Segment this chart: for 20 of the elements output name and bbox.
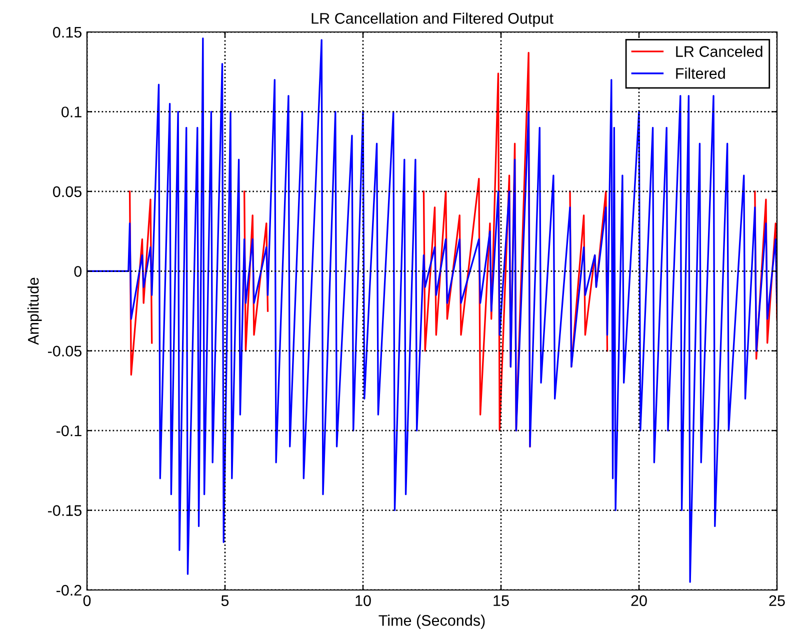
x-axis-title: Time (Seconds): [378, 614, 485, 629]
y-tick-label: 0: [74, 266, 82, 277]
y-tick-label: 0.1: [62, 106, 82, 118]
legend-label: LR Canceled: [676, 46, 762, 57]
y-tick-label: 0.05: [53, 186, 82, 198]
x-tick-label: 25: [769, 595, 785, 606]
x-tick-label: 10: [356, 595, 371, 606]
legend-label: Filtered: [676, 68, 725, 79]
y-tick-label: 0.15: [53, 26, 82, 38]
y-tick-label: -0.05: [48, 346, 82, 357]
x-tick-label: 0: [83, 595, 91, 606]
y-axis-title: Amplitude: [28, 278, 42, 345]
y-tick-label: -0.2: [56, 584, 82, 596]
y-tick-label: -0.15: [48, 505, 82, 516]
chart-title: LR Cancellation and Filtered Output: [312, 12, 554, 27]
x-tick-label: 5: [221, 595, 229, 606]
y-tick-label: -0.1: [56, 425, 82, 436]
line-series: [87, 38, 777, 583]
x-tick-label: 20: [631, 595, 647, 606]
x-tick-label: 15: [494, 595, 509, 606]
